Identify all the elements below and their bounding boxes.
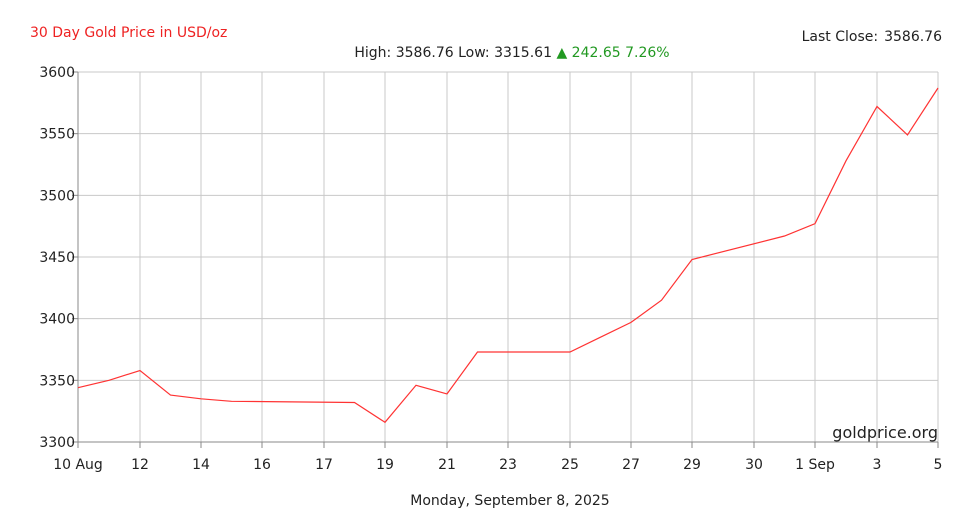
last-close-label: Last Close: [801,29,879,45]
price-stats: High: 3586.76 Low: 3315.61 ▲ 242.65 7.26… [0,45,960,61]
high-label: High: [354,45,392,61]
low-label: Low: [458,45,490,61]
high-value: 3586.76 [395,45,454,61]
x-tick-label: 27 [622,457,640,473]
change-value: 242.65 [571,45,621,61]
x-tick-label: 12 [131,457,149,473]
y-axis-ticks: 3300 3350 3400 3450 3500 3550 3600 [39,65,75,451]
x-tick-label: 25 [561,457,579,473]
chart-title: 30 Day Gold Price in USD/oz [30,25,228,41]
last-close: Last Close: 3586.76 [802,29,942,45]
y-tick-label: 3400 [39,312,75,328]
x-tick-label: 17 [315,457,333,473]
low-value: 3315.61 [494,45,552,61]
x-tick-label: 1 Sep [795,457,835,473]
y-tick-label: 3450 [39,250,75,266]
x-tick-label: 16 [253,457,271,473]
price-series-line [77,87,939,424]
x-tick-label: 29 [683,457,701,473]
x-tick-label: 3 [873,457,882,473]
change-percent: 7.26% [625,45,670,61]
x-tick-label: 5 [934,457,943,473]
x-tick-label: 30 [745,457,763,473]
grid-lines [72,71,939,448]
footer-date: Monday, September 8, 2025 [410,493,610,509]
x-tick-label: 19 [376,457,394,473]
watermark: goldprice.org [832,423,938,442]
last-close-value: 3586.76 [884,29,942,45]
y-tick-label: 3550 [39,127,75,143]
y-tick-label: 3500 [39,188,75,204]
x-tick-label: 10 Aug [53,457,103,473]
x-axis-ticks: 10 Aug 12 14 16 17 19 21 23 25 27 29 30 1 Sep 3 5 [53,457,942,473]
x-tick-label: 21 [438,457,456,473]
x-tick-label: 23 [499,457,517,473]
y-tick-label: 3350 [39,373,75,389]
x-tick-label: 14 [192,457,210,473]
y-tick-label: 3300 [39,435,75,451]
y-tick-label: 3600 [39,65,75,81]
up-arrow-icon: ▲ [556,45,568,61]
